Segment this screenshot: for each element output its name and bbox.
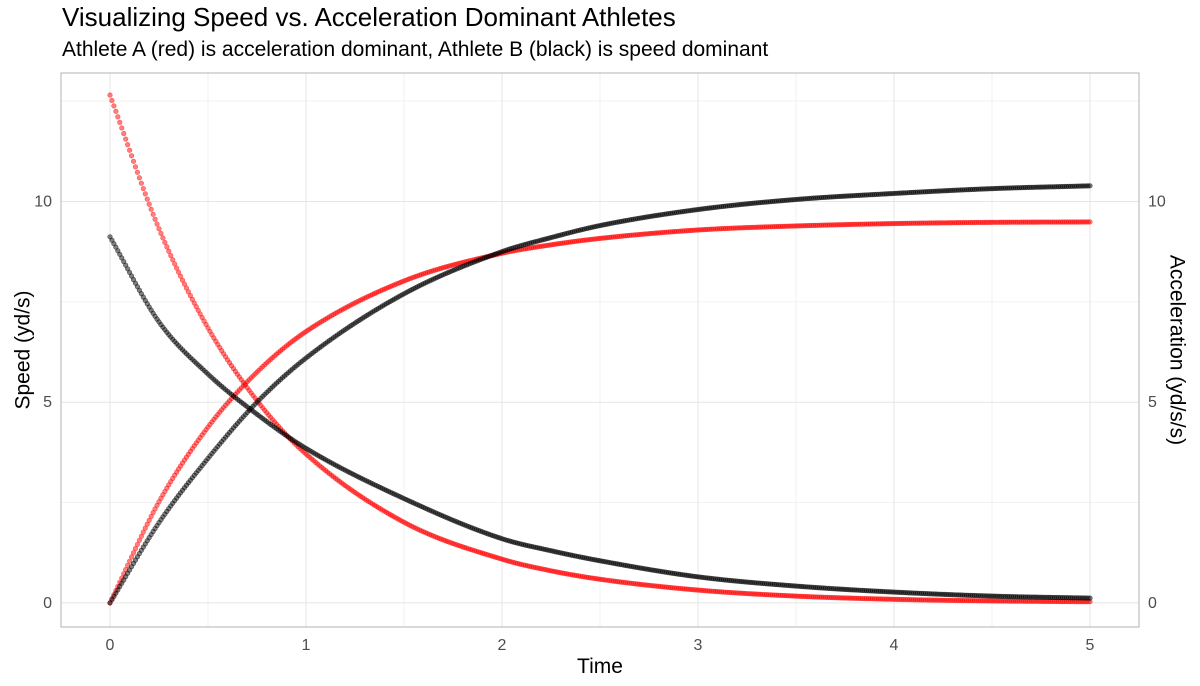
series-athlete-a-speed — [107, 219, 1093, 606]
data-point — [132, 164, 139, 170]
data-point — [138, 180, 144, 186]
data-point — [154, 221, 160, 227]
data-point — [172, 261, 178, 267]
data-point — [164, 244, 170, 250]
data-point — [127, 558, 133, 564]
data-point — [134, 541, 141, 548]
y2-tick-label: 0 — [1148, 595, 1157, 612]
data-point — [170, 257, 176, 263]
data-point — [127, 147, 133, 153]
data-point — [140, 185, 146, 192]
data-point — [146, 201, 152, 207]
y-tick-label: 0 — [43, 595, 52, 612]
y2-tick-label: 10 — [1148, 193, 1166, 210]
data-point — [138, 533, 144, 539]
data-point — [115, 114, 121, 120]
data-point — [140, 529, 146, 535]
data-point — [152, 216, 158, 222]
data-point — [176, 269, 182, 275]
chart-title: Visualizing Speed vs. Acceleration Domin… — [62, 2, 676, 32]
data-point — [174, 265, 180, 271]
data-point — [123, 136, 129, 142]
data-point — [128, 554, 135, 560]
data-point — [111, 103, 117, 109]
data-point — [156, 226, 162, 232]
data-point — [1087, 595, 1093, 601]
data-point — [158, 230, 164, 236]
chart-subtitle: Athlete A (red) is acceleration dominant… — [62, 38, 769, 61]
y-tick-label: 5 — [43, 394, 52, 411]
data-point — [117, 119, 123, 125]
data-point — [162, 239, 168, 246]
x-tick-label: 0 — [106, 637, 115, 654]
data-point — [113, 108, 119, 114]
y2-tick-label: 5 — [1148, 394, 1157, 411]
data-point — [132, 545, 139, 552]
x-axis-title: Time — [577, 655, 623, 678]
y2-axis-title: Acceleration (yd/s/s) — [1166, 255, 1189, 445]
data-point — [119, 125, 125, 131]
data-point — [136, 537, 142, 543]
data-point — [134, 169, 141, 175]
x-tick-label: 3 — [694, 637, 703, 654]
series-layer — [107, 92, 1093, 606]
data-point — [125, 142, 131, 148]
data-point — [150, 211, 156, 217]
data-point — [128, 153, 135, 159]
data-point — [130, 550, 137, 556]
data-point — [121, 130, 127, 137]
x-tick-label: 2 — [498, 637, 507, 654]
panel-border — [60, 72, 1140, 628]
data-point — [1087, 183, 1093, 189]
data-point — [168, 252, 174, 259]
data-point — [148, 206, 154, 212]
data-point — [130, 158, 137, 164]
series-athlete-b-acceleration — [107, 234, 1093, 601]
tick-labels: 0 1 2 3 4 5 0 5 10 0 5 10 — [34, 193, 1166, 654]
grid — [61, 73, 1139, 627]
x-tick-label: 1 — [302, 637, 311, 654]
data-point — [136, 175, 142, 181]
data-point — [142, 191, 148, 197]
data-point — [144, 196, 150, 202]
data-point — [166, 248, 172, 254]
x-tick-label: 4 — [890, 637, 899, 654]
data-point — [107, 92, 113, 98]
data-point — [1087, 219, 1093, 225]
series-athlete-b-speed — [107, 183, 1093, 606]
y-axis-title: Speed (yd/s) — [11, 290, 34, 409]
data-point — [160, 235, 166, 241]
data-point — [109, 97, 115, 104]
y-tick-label: 10 — [34, 193, 52, 210]
x-tick-label: 5 — [1086, 637, 1095, 654]
